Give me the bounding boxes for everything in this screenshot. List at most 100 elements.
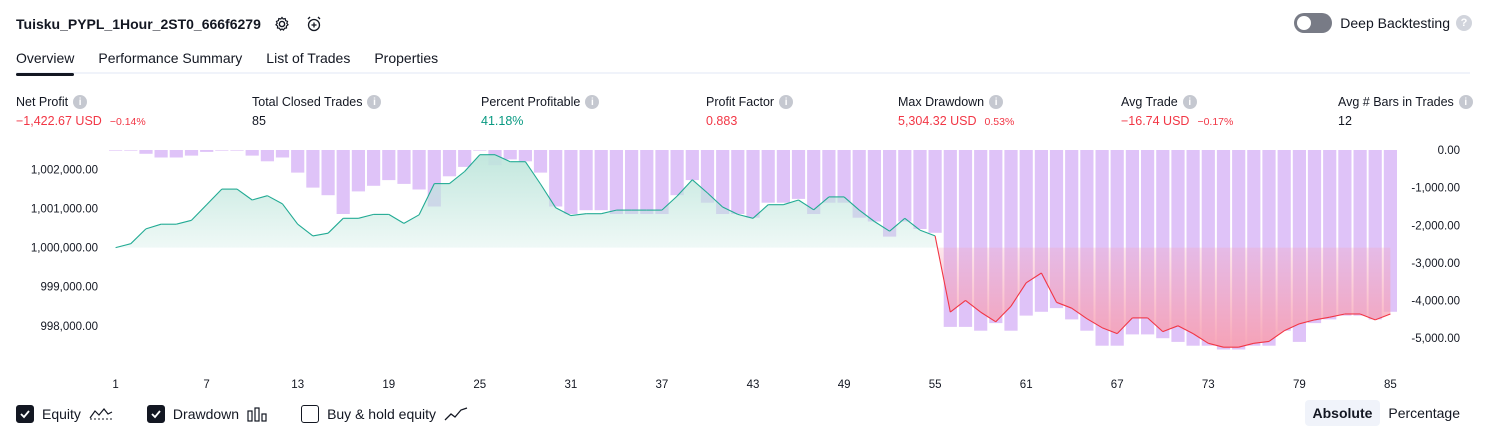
drawdown-bar bbox=[503, 150, 517, 160]
left-axis-tick-label: 1,001,000.00 bbox=[31, 204, 98, 216]
drawdown-bar bbox=[442, 150, 457, 177]
equity-line-segment bbox=[949, 299, 966, 313]
equity-line-segment bbox=[494, 154, 511, 163]
equity-line-segment bbox=[252, 195, 268, 201]
buyhold-checkbox[interactable]: Buy & hold equity bbox=[301, 405, 468, 423]
settings-icon[interactable] bbox=[271, 13, 293, 35]
metric-label: Total Closed Trades bbox=[252, 95, 363, 109]
max-drawdown-value: 5,304.32 USD bbox=[898, 114, 977, 128]
drawdown-bar bbox=[579, 150, 593, 211]
left-axis-tick-label: 1,002,000.00 bbox=[31, 165, 98, 177]
equity-line-segment bbox=[752, 204, 769, 219]
drawdown-bar bbox=[533, 150, 548, 173]
x-axis-tick-label: 85 bbox=[1384, 379, 1397, 391]
drawdown-bar bbox=[458, 150, 472, 167]
tab-properties[interactable]: Properties bbox=[374, 50, 439, 66]
drawdown-bar bbox=[215, 150, 229, 151]
equity-line-icon bbox=[89, 406, 113, 422]
drawdown-bar bbox=[564, 150, 578, 214]
help-icon[interactable]: ? bbox=[1456, 15, 1472, 31]
deep-backtesting-control: Deep Backtesting ? bbox=[1294, 13, 1472, 33]
equity-line-segment bbox=[418, 183, 435, 216]
checkbox-checked-icon bbox=[16, 405, 34, 423]
total-closed-trades-value: 85 bbox=[252, 114, 266, 128]
equity-line-segment bbox=[1283, 323, 1300, 332]
equity-line-segment bbox=[1268, 330, 1285, 342]
tab-performance-summary[interactable]: Performance Summary bbox=[98, 50, 243, 66]
metrics-row: Net Profit i −1,422.67 USD −0.14% Total Cl… bbox=[0, 94, 1486, 130]
equity-line-segment bbox=[358, 213, 374, 219]
drawdown-bar bbox=[412, 150, 426, 190]
tab-list-of-trades[interactable]: List of Trades bbox=[266, 50, 351, 66]
drawdown-bar bbox=[109, 150, 123, 151]
tab-overview[interactable]: Overview bbox=[16, 44, 75, 76]
equity-line-segment bbox=[236, 188, 253, 201]
equity-line-segment bbox=[722, 206, 739, 215]
absolute-button[interactable]: Absolute bbox=[1304, 400, 1381, 426]
checkbox-checked-icon bbox=[146, 405, 165, 423]
deep-backtesting-label: Deep Backtesting bbox=[1340, 15, 1450, 31]
chart-legend: Equity Drawdown Buy & hold equity bbox=[16, 403, 502, 425]
drawdown-bars-icon bbox=[247, 406, 267, 422]
drawdown-bar bbox=[791, 150, 806, 199]
equity-line-segment bbox=[327, 217, 344, 234]
equity-line-segment bbox=[843, 196, 860, 211]
equity-line-segment bbox=[1040, 272, 1057, 303]
metric-label: Percent Profitable bbox=[481, 95, 581, 109]
drawdown-bar bbox=[139, 150, 153, 154]
net-profit-value: −1,422.67 USD bbox=[16, 114, 102, 128]
info-icon[interactable]: i bbox=[585, 95, 600, 109]
equity-drawdown-chart[interactable]: 1,002,000.00 1,001,000.00 1,000,000.00 999,… bbox=[0, 140, 1486, 395]
equity-line-segment bbox=[1147, 317, 1164, 333]
equity-line-segment bbox=[1056, 301, 1072, 309]
info-icon[interactable]: i bbox=[989, 95, 1004, 109]
equity-line-segment bbox=[661, 195, 678, 211]
drawdown-bar bbox=[761, 150, 775, 203]
drawdown-bar bbox=[200, 150, 214, 152]
drawdown-checkbox[interactable]: Drawdown bbox=[146, 405, 267, 423]
info-icon[interactable]: i bbox=[367, 95, 382, 109]
info-icon[interactable]: i bbox=[779, 95, 794, 109]
x-axis-tick-label: 79 bbox=[1293, 379, 1306, 391]
drawdown-bar bbox=[852, 150, 866, 218]
equity-line-segment bbox=[737, 213, 754, 219]
equity-line-segment bbox=[919, 229, 936, 237]
equity-label: Equity bbox=[42, 406, 81, 422]
add-alert-icon[interactable] bbox=[303, 13, 325, 35]
strategy-title: Tuisku_PYPL_1Hour_2ST0_666f6279 bbox=[16, 16, 261, 32]
info-icon[interactable]: i bbox=[1458, 95, 1473, 109]
equity-area-negative bbox=[115, 247, 1391, 348]
profit-factor-value: 0.883 bbox=[706, 114, 738, 128]
equity-line-segment bbox=[965, 299, 981, 313]
equity-line-segment bbox=[1359, 313, 1376, 321]
deep-backtesting-toggle[interactable] bbox=[1294, 13, 1333, 33]
equity-line-segment bbox=[1116, 317, 1133, 334]
drawdown-bar bbox=[245, 150, 259, 156]
info-icon[interactable]: i bbox=[73, 95, 88, 109]
equity-checkbox[interactable]: Equity bbox=[16, 405, 113, 423]
drawdown-bar bbox=[883, 150, 897, 237]
drawdown-bar bbox=[275, 150, 290, 158]
equity-line-segment bbox=[1314, 316, 1330, 321]
metric-label: Max Drawdown bbox=[898, 95, 985, 109]
drawdown-bar bbox=[184, 150, 199, 156]
net-profit-percent: −0.14% bbox=[109, 116, 146, 128]
x-axis-tick-label: 25 bbox=[473, 379, 486, 391]
equity-line-segment bbox=[1238, 342, 1254, 348]
equity-area-positive bbox=[115, 154, 938, 248]
metric-avg-trade: Avg Trade i −16.74 USD −0.17% bbox=[1121, 94, 1233, 128]
equity-line-segment bbox=[297, 223, 314, 237]
equity-line-segment bbox=[176, 219, 192, 225]
percentage-button[interactable]: Percentage bbox=[1388, 405, 1460, 421]
right-axis-tick-label: -1,000.00 bbox=[1411, 183, 1460, 195]
metric-avg-bars: Avg # Bars in Trades i 12 bbox=[1338, 94, 1473, 128]
drawdown-bar bbox=[670, 150, 684, 196]
equity-line-segment bbox=[601, 209, 617, 215]
equity-line-segment bbox=[798, 199, 814, 211]
equity-line-segment bbox=[524, 161, 541, 185]
equity-line-segment bbox=[783, 199, 799, 206]
info-icon[interactable]: i bbox=[1182, 95, 1197, 109]
x-axis-tick-label: 1 bbox=[112, 379, 118, 391]
equity-line-segment bbox=[1086, 318, 1103, 329]
avg-trade-value: −16.74 USD bbox=[1121, 114, 1190, 128]
